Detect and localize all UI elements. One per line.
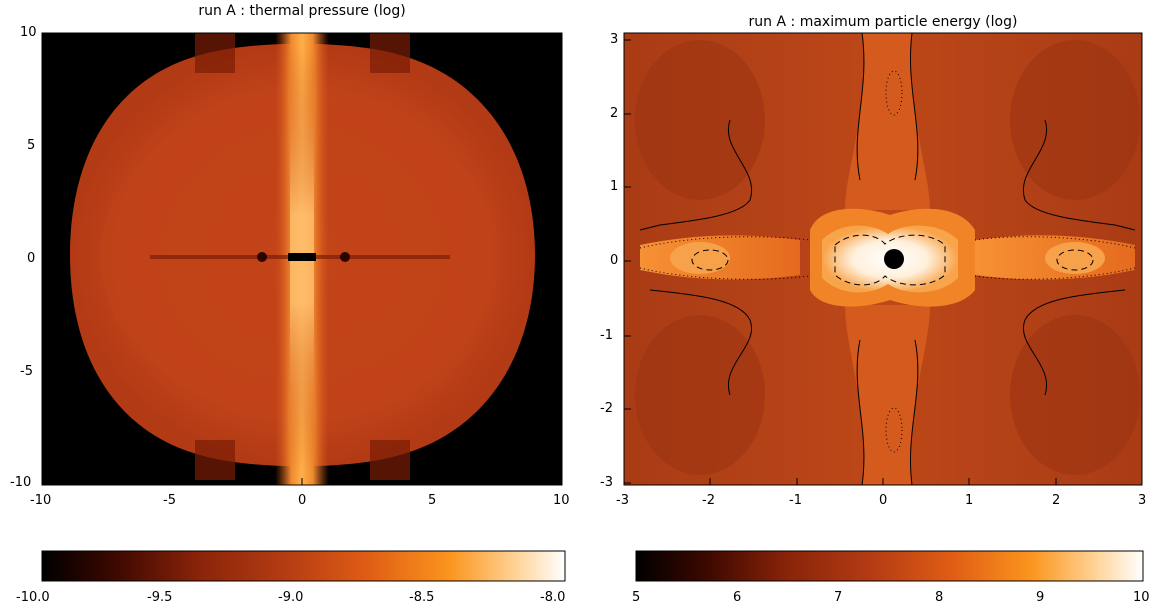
left-colorbar-tick: -9.0 [278,590,304,605]
right-x-tick-label: -1 [789,493,802,508]
left-colorbar-tick: -8.0 [540,590,566,605]
left-x-tick-label: 0 [298,493,307,508]
right-y-tick-label: -2 [600,401,613,416]
left-colorbar-tick: -10.0 [16,590,50,605]
left-x-tick-label: 10 [553,493,570,508]
right-y-tick-label: 2 [610,106,619,121]
right-x-tick-label: 3 [1138,493,1147,508]
right-x-tick-label: 2 [1052,493,1061,508]
right-y-tick-label: 1 [610,179,619,194]
left-y-tick-label: 0 [27,251,36,266]
left-x-tick-label: 5 [428,493,437,508]
left-y-tick-label: 5 [27,138,36,153]
right-y-tick-label: -1 [600,328,613,343]
right-x-tick-label: 1 [965,493,974,508]
right-panel-title: run A : maximum particle energy (log) [748,14,1018,30]
left-panel-title: run A : thermal pressure (log) [198,3,406,19]
left-y-tick-label: -10 [10,475,32,490]
right-colorbar-tick: 5 [632,590,641,605]
right-colorbar-tick: 9 [1036,590,1045,605]
right-x-tick-label: 0 [879,493,888,508]
left-x-tick-label: -10 [30,493,52,508]
right-y-tick-label: 0 [610,253,619,268]
right-colorbar-tick: 8 [935,590,944,605]
right-y-tick-label: -3 [600,475,613,490]
left-y-tick-label: -5 [20,364,33,379]
left-x-tick-label: -5 [163,493,176,508]
right-y-tick-label: 3 [610,32,619,47]
right-colorbar-tick: 6 [733,590,742,605]
right-colorbar-tick: 7 [834,590,843,605]
right-x-tick-label: -2 [702,493,715,508]
right-x-tick-label: -3 [616,493,629,508]
left-colorbar-tick: -9.5 [147,590,173,605]
right-colorbar-tick: 10 [1133,590,1150,605]
left-colorbar-tick: -8.5 [409,590,435,605]
left-y-tick-label: 10 [20,25,37,40]
